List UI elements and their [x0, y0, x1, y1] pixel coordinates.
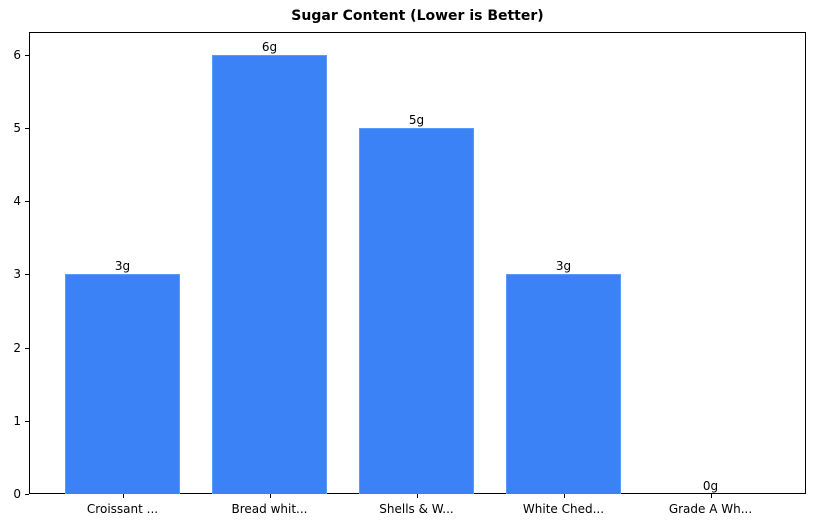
y-tick: 0 [0, 487, 29, 508]
y-tick-mark [25, 494, 29, 495]
y-tick: 5 [0, 121, 29, 142]
bar-value-label: 3g [555, 259, 572, 274]
bar-value-label: 5g [408, 113, 425, 127]
y-tick: 1 [0, 414, 29, 435]
x-tick-label: Shells & W... [379, 502, 454, 516]
x-tick-mark [563, 494, 565, 498]
x-tick-mark [710, 494, 712, 498]
bar [506, 274, 621, 494]
bar-value-label: 6g [261, 39, 278, 54]
x-tick-label: Grade A Wh... [668, 502, 753, 516]
x-tick-label: Bread whit... [231, 502, 308, 516]
bar [65, 274, 180, 494]
x-tick-label: White Ched... [522, 502, 605, 516]
y-tick-label: 4 [13, 194, 21, 209]
y-tick-label: 1 [13, 413, 21, 428]
y-tick-mark [25, 128, 29, 129]
x-tick-mark [416, 494, 418, 498]
y-tick-mark [25, 420, 29, 422]
y-tick-label: 2 [13, 340, 21, 355]
y-tick-mark [25, 347, 29, 349]
y-tick: 4 [0, 194, 29, 215]
y-tick: 3 [0, 267, 29, 288]
x-tick-mark [122, 494, 124, 498]
y-tick-mark [25, 54, 29, 56]
y-tick-mark [25, 201, 29, 203]
y-tick-label: 3 [13, 267, 21, 282]
bar-value-label: 3g [114, 259, 131, 274]
y-tick-label: 0 [13, 487, 21, 501]
bar-value-label: 0g [702, 479, 719, 493]
bar [212, 54, 327, 494]
y-tick-label: 5 [13, 121, 21, 135]
y-tick-label: 6 [13, 47, 21, 62]
bar [359, 128, 474, 494]
y-tick: 2 [0, 341, 29, 362]
x-tick-label: Croissant ... [86, 502, 159, 516]
chart-title: Sugar Content (Lower is Better) [291, 8, 544, 24]
y-tick: 6 [0, 48, 29, 69]
y-tick-mark [25, 274, 29, 276]
x-tick-mark [269, 494, 271, 498]
